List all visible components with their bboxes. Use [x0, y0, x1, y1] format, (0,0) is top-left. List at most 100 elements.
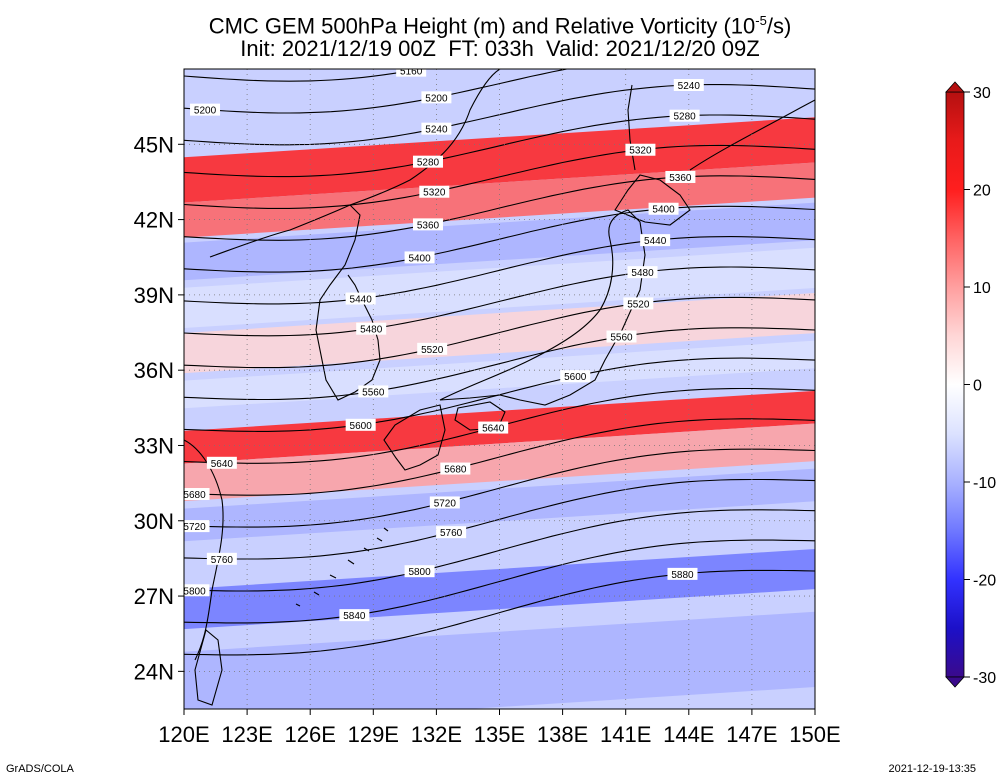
contour-label: 5400 [652, 205, 675, 216]
colorbar-tick-label: -20 [973, 573, 996, 590]
render-timestamp: 2021-12-19-13:35 [888, 763, 976, 775]
colorbar-body [945, 91, 965, 678]
y-tick-label: 24N [134, 659, 174, 684]
contour-label: 5120 [347, 42, 370, 53]
contour-label-box [478, 421, 509, 434]
contour-label-box [606, 330, 637, 343]
contour-label: 5200 [425, 93, 448, 104]
x-tick-label: 147E [726, 722, 777, 747]
contour-label: 5360 [669, 173, 692, 184]
colorbar: 30 20 10 0 -10 -20 -30 [945, 81, 996, 688]
y-tick-label: 39N [134, 283, 174, 308]
colorbar-ticks: 30 20 10 0 -10 -20 -30 [964, 85, 996, 687]
contour-label: 5320 [629, 146, 652, 157]
contour-label-box [421, 91, 452, 104]
contour-label: 5560 [610, 333, 633, 344]
contour-label-box [669, 109, 700, 122]
x-tick-label: 138E [537, 722, 588, 747]
contour-label-box [345, 292, 376, 305]
contour-label: 5880 [671, 570, 694, 581]
contour-label: 5320 [423, 188, 446, 199]
contour-label-box [396, 69, 427, 77]
chart-title: CMC GEM 500hPa Height (m) and Relative V… [0, 8, 1000, 39]
height-contour [184, 509, 815, 592]
contour-label: 5360 [417, 220, 440, 231]
y-tick-label: 33N [134, 433, 174, 458]
contour-label-box [440, 462, 471, 475]
contour-label-box [339, 609, 370, 622]
contour-label-box [665, 170, 696, 183]
contour-label: 5680 [444, 465, 467, 476]
contour-label: 5680 [183, 490, 206, 501]
height-contour [184, 0, 815, 49]
colorbar-tick-label: 10 [973, 280, 991, 297]
plot-area: 5120 5120 5160 5200 5200 5200 5240 5240 5280 5280… [183, 0, 815, 709]
title-units: /s) [766, 13, 792, 39]
contour-label-box [429, 496, 460, 509]
contour-label-box [345, 418, 376, 431]
y-tick-label: 45N [134, 132, 174, 157]
height-contour [184, 175, 815, 241]
contour-label-box [358, 385, 389, 398]
contour-label-box [206, 456, 237, 469]
title-exponent: -5 [755, 13, 767, 28]
contour-label: 5840 [343, 611, 366, 622]
contour-label-box [640, 234, 671, 247]
lat-lon-grid [184, 69, 815, 709]
contour-label-box [344, 40, 374, 52]
contour-label: 5520 [627, 299, 650, 310]
contour-label: 5280 [673, 112, 696, 123]
contour-label-box [667, 567, 698, 580]
contour-label: 5240 [678, 81, 701, 92]
hokkaido-coastline [614, 174, 691, 226]
colorbar-tick-label: -30 [973, 670, 996, 687]
x-tick-label: 132E [411, 722, 462, 747]
vorticity-band [184, 162, 815, 238]
height-contour [184, 539, 815, 624]
contour-label-box [184, 488, 210, 501]
y-axis: 24N 27N 30N 33N 36N 39N 42N 45N [134, 132, 184, 684]
height-contour [184, 69, 570, 114]
contour-label: 5440 [644, 236, 667, 247]
contour-label: 5720 [434, 498, 457, 509]
contour-label-box [421, 122, 452, 135]
y-tick-label: 27N [134, 584, 174, 609]
taiwan-coastline [194, 629, 223, 706]
contour-label-box [206, 552, 237, 565]
contour-label: 5200 [657, 51, 680, 62]
contour-label: 5640 [211, 459, 234, 470]
height-contour [184, 69, 424, 82]
coastlines [184, 69, 815, 706]
contour-label-box [356, 322, 387, 335]
contour-label: 5720 [183, 522, 206, 533]
contour-label-box [653, 49, 683, 61]
x-tick-label: 129E [348, 722, 399, 747]
contour-label: 5480 [360, 325, 383, 336]
contour-label-box [184, 520, 210, 533]
x-tick-label: 150E [789, 722, 840, 747]
software-credit: GrADS/COLA [6, 763, 74, 775]
colorbar-tick-label: 0 [973, 378, 982, 395]
x-tick-label: 123E [221, 722, 272, 747]
contour-label-box [673, 78, 704, 91]
contour-label: 5640 [482, 424, 505, 435]
height-contour [184, 569, 815, 656]
x-tick-label: 144E [663, 722, 714, 747]
x-axis: 120E 123E 126E 129E 132E 135E 138E 141E 144E 147E… [158, 709, 841, 747]
colorbar-tick-label: 20 [973, 183, 991, 200]
colorbar-tick-label: -10 [973, 475, 996, 492]
contour-label-box [404, 251, 435, 264]
contour-label-box [648, 202, 679, 215]
y-tick-label: 30N [134, 509, 174, 534]
height-contour [184, 448, 815, 528]
x-tick-label: 135E [474, 722, 525, 747]
contour-label: 5480 [631, 268, 654, 279]
contour-label-box [184, 584, 210, 597]
vorticity-band [184, 611, 815, 709]
contour-label: 5440 [350, 295, 373, 306]
kyushu-coastline [383, 404, 446, 471]
height-contour [184, 144, 815, 209]
contour-label: 5800 [408, 567, 431, 578]
height-contour [184, 266, 815, 337]
colorbar-top-arrow [945, 81, 965, 93]
